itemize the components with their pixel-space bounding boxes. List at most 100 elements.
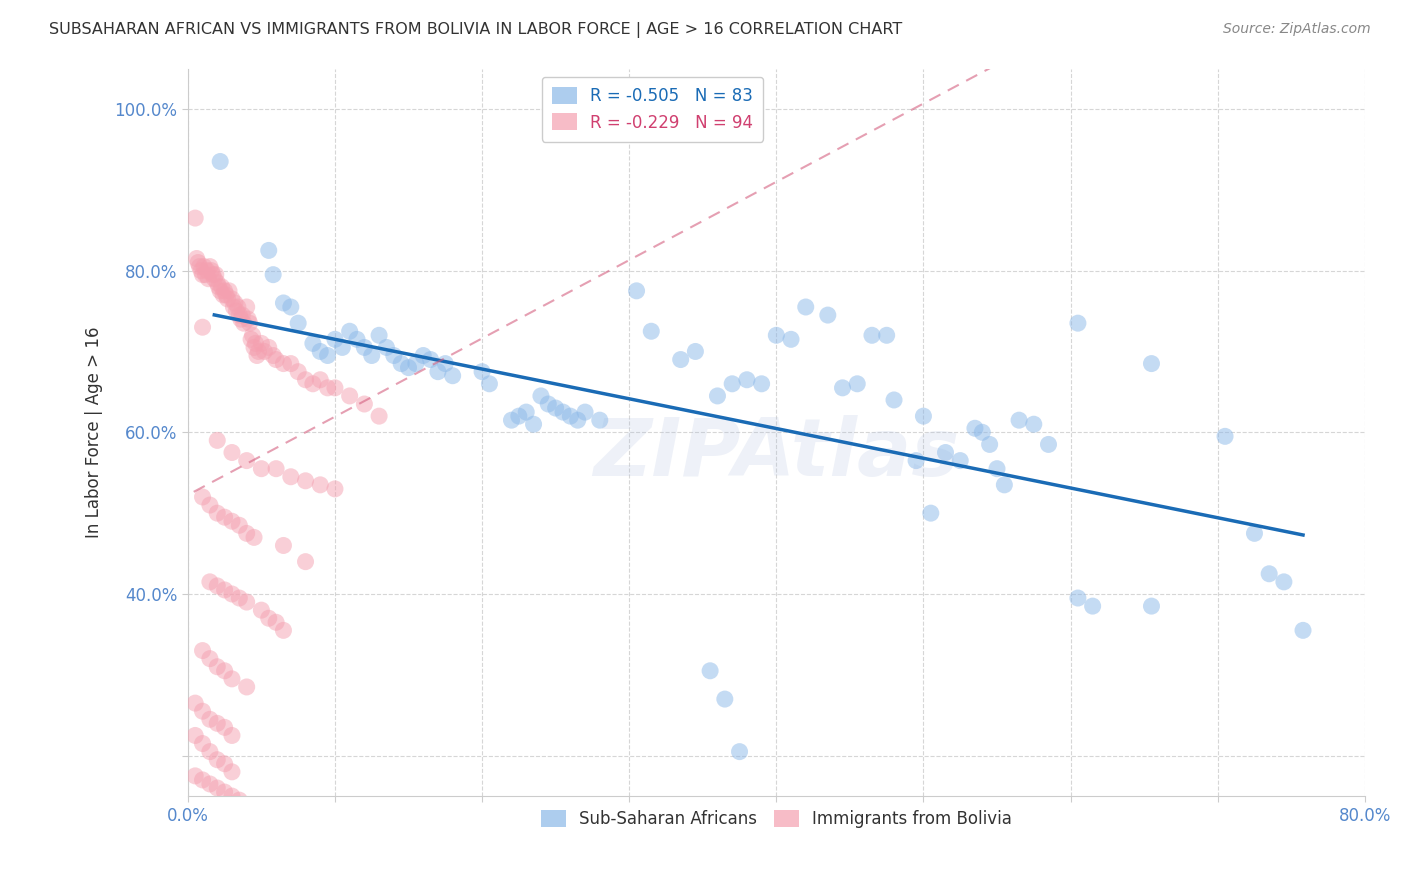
Point bbox=[1067, 316, 1090, 330]
Point bbox=[979, 437, 1001, 451]
Point bbox=[280, 300, 302, 314]
Point bbox=[323, 381, 346, 395]
Point bbox=[426, 365, 449, 379]
Point bbox=[231, 308, 253, 322]
Point bbox=[1292, 624, 1315, 638]
Point bbox=[287, 365, 309, 379]
Point bbox=[323, 482, 346, 496]
Point bbox=[184, 729, 207, 743]
Point bbox=[912, 409, 935, 424]
Point bbox=[257, 611, 280, 625]
Point bbox=[250, 336, 273, 351]
Point bbox=[228, 518, 250, 533]
Point bbox=[264, 352, 287, 367]
Point bbox=[1038, 437, 1060, 451]
Point bbox=[765, 328, 787, 343]
Point bbox=[236, 312, 259, 326]
Point bbox=[207, 276, 229, 290]
Point bbox=[224, 296, 246, 310]
Point bbox=[228, 591, 250, 605]
Point bbox=[217, 292, 239, 306]
Point bbox=[934, 445, 956, 459]
Point bbox=[589, 413, 612, 427]
Point bbox=[239, 316, 262, 330]
Point bbox=[188, 260, 211, 274]
Point bbox=[214, 785, 236, 799]
Point bbox=[240, 332, 263, 346]
Point bbox=[186, 252, 208, 266]
Point bbox=[544, 401, 567, 415]
Point bbox=[339, 324, 361, 338]
Point bbox=[368, 409, 391, 424]
Point bbox=[257, 244, 280, 258]
Point bbox=[471, 365, 494, 379]
Point bbox=[294, 373, 316, 387]
Point bbox=[209, 284, 232, 298]
Point bbox=[405, 357, 427, 371]
Point bbox=[187, 255, 209, 269]
Point bbox=[198, 777, 221, 791]
Point bbox=[214, 756, 236, 771]
Point bbox=[221, 514, 243, 528]
Point bbox=[294, 474, 316, 488]
Point bbox=[209, 154, 232, 169]
Legend: Sub-Saharan Africans, Immigrants from Bolivia: Sub-Saharan Africans, Immigrants from Bo… bbox=[534, 804, 1018, 835]
Point bbox=[1067, 591, 1090, 605]
Point bbox=[302, 336, 325, 351]
Point bbox=[207, 579, 229, 593]
Point bbox=[200, 263, 222, 277]
Point bbox=[228, 793, 250, 807]
Point bbox=[685, 344, 707, 359]
Point bbox=[262, 349, 284, 363]
Point bbox=[221, 672, 243, 686]
Point bbox=[221, 292, 243, 306]
Point bbox=[221, 729, 243, 743]
Point bbox=[214, 284, 236, 298]
Point bbox=[330, 340, 353, 354]
Text: SUBSAHARAN AFRICAN VS IMMIGRANTS FROM BOLIVIA IN LABOR FORCE | AGE > 16 CORRELAT: SUBSAHARAN AFRICAN VS IMMIGRANTS FROM BO… bbox=[49, 22, 903, 38]
Point bbox=[537, 397, 560, 411]
Point bbox=[257, 340, 280, 354]
Point bbox=[232, 316, 254, 330]
Point bbox=[323, 332, 346, 346]
Point bbox=[346, 332, 368, 346]
Point bbox=[522, 417, 544, 432]
Point bbox=[1022, 417, 1045, 432]
Point bbox=[309, 478, 332, 492]
Point bbox=[501, 413, 523, 427]
Point bbox=[294, 555, 316, 569]
Point bbox=[699, 664, 721, 678]
Point bbox=[419, 352, 441, 367]
Point bbox=[273, 296, 295, 310]
Point bbox=[245, 336, 267, 351]
Point bbox=[214, 510, 236, 524]
Point bbox=[191, 320, 214, 334]
Point bbox=[207, 506, 229, 520]
Point bbox=[751, 376, 773, 391]
Point bbox=[368, 328, 391, 343]
Point bbox=[207, 753, 229, 767]
Point bbox=[253, 344, 276, 359]
Point bbox=[235, 680, 257, 694]
Point bbox=[226, 300, 249, 314]
Point bbox=[780, 332, 803, 346]
Point bbox=[204, 268, 226, 282]
Point bbox=[316, 381, 339, 395]
Point bbox=[243, 530, 266, 544]
Point bbox=[434, 357, 457, 371]
Point bbox=[191, 737, 214, 751]
Point bbox=[963, 421, 986, 435]
Point bbox=[214, 720, 236, 734]
Point bbox=[184, 696, 207, 710]
Point bbox=[375, 340, 398, 354]
Point bbox=[860, 328, 883, 343]
Point bbox=[972, 425, 994, 440]
Point bbox=[574, 405, 596, 419]
Point bbox=[846, 376, 869, 391]
Point bbox=[264, 615, 287, 630]
Point bbox=[1213, 429, 1236, 443]
Point bbox=[191, 490, 214, 504]
Point bbox=[198, 651, 221, 665]
Point bbox=[198, 574, 221, 589]
Point bbox=[382, 349, 405, 363]
